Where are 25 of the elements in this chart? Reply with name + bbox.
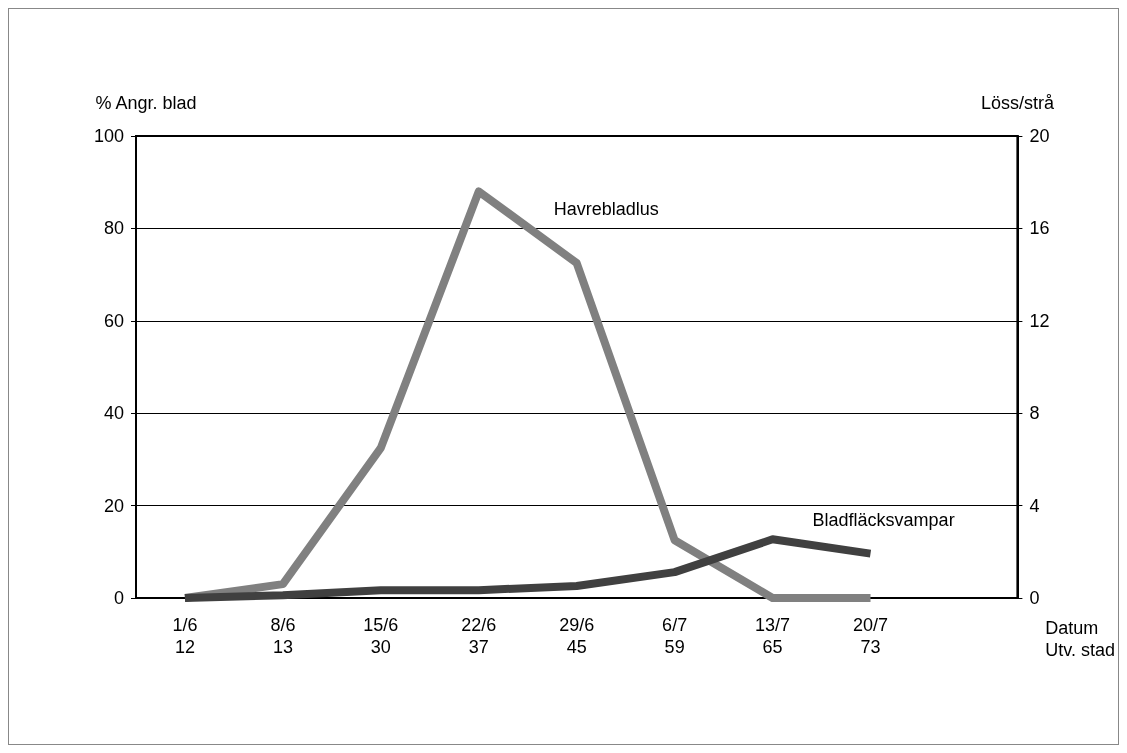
y2-axis-title: Löss/strå xyxy=(980,93,1055,113)
y-tick-label: 20 xyxy=(103,495,124,516)
y2-tick-label: 12 xyxy=(1029,310,1050,331)
x-tick-label: 29/6 45 xyxy=(559,615,595,657)
x-tick-label: 8/6 13 xyxy=(270,615,296,657)
y-tick-label: 80 xyxy=(103,218,124,239)
y2-tick-label: 4 xyxy=(1029,495,1040,516)
series-label: Havrebladlus xyxy=(553,199,659,220)
y2-tick-label: 16 xyxy=(1029,218,1050,239)
x-tick-label: 22/6 37 xyxy=(461,615,497,657)
y-tick-label: 40 xyxy=(103,403,124,424)
x-axis-title: Datum Utv. stad xyxy=(1045,618,1116,660)
series-label: Bladfläcksvampar xyxy=(812,510,955,531)
x-tick-label: 20/7 73 xyxy=(852,615,889,657)
x-tick-label: 1/6 12 xyxy=(172,615,198,657)
y-axis-title: % Angr. blad xyxy=(95,93,197,113)
y-tick-label: 0 xyxy=(113,588,124,608)
y-tick-label: 60 xyxy=(103,310,124,331)
y-tick-label: 100 xyxy=(93,126,124,146)
x-tick-label: 6/7 59 xyxy=(662,615,688,657)
y2-tick-label: 20 xyxy=(1029,126,1050,146)
x-tick-label: 13/7 65 xyxy=(755,615,791,657)
y2-tick-label: 8 xyxy=(1029,403,1040,424)
x-tick-label: 15/6 30 xyxy=(363,615,399,657)
y2-tick-label: 0 xyxy=(1029,588,1040,608)
